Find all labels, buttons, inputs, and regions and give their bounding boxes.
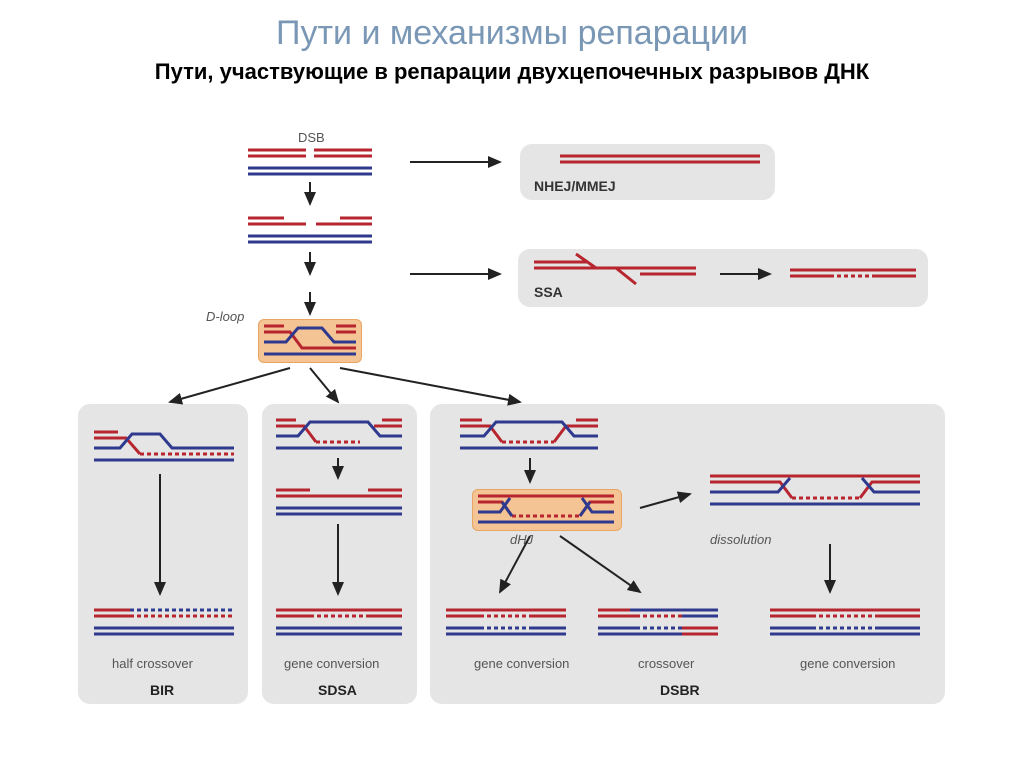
dsbr-step1 (460, 420, 598, 448)
arrow-dhj-to-secondary (640, 494, 690, 508)
page-subtitle: Пути, участвующие в репарации двухцепоче… (0, 59, 1024, 85)
dhj-structure (478, 496, 614, 522)
arrow-dhj-left (500, 536, 530, 592)
dloop-structure (264, 326, 356, 354)
dsb-duplex (248, 150, 372, 174)
arrow-to-sdsa (310, 368, 338, 402)
dsbr-product-gc2 (770, 610, 920, 634)
dsbr-secondary (710, 476, 920, 504)
bir-step1 (94, 432, 234, 460)
resected-duplex (248, 218, 372, 242)
sdsa-step2 (276, 490, 402, 514)
sdsa-product (276, 610, 402, 634)
arrow-to-dsbr (340, 368, 520, 402)
diagram-container: DSB D-loop NHEJ/MMEJ SSA dHJ dissolution… (0, 124, 1024, 764)
page-title: Пути и механизмы репарации (0, 14, 1024, 53)
arrow-dhj-right (560, 536, 640, 592)
bir-product (94, 610, 234, 634)
dsbr-product-crossover (598, 610, 718, 634)
dsbr-product-gc1 (446, 610, 566, 634)
sdsa-step1 (276, 420, 402, 448)
diagram-svg (0, 124, 1024, 764)
arrow-to-bir (170, 368, 290, 402)
nhej-strands (560, 156, 760, 162)
ssa-intermediate (534, 254, 696, 284)
ssa-product (790, 270, 916, 276)
